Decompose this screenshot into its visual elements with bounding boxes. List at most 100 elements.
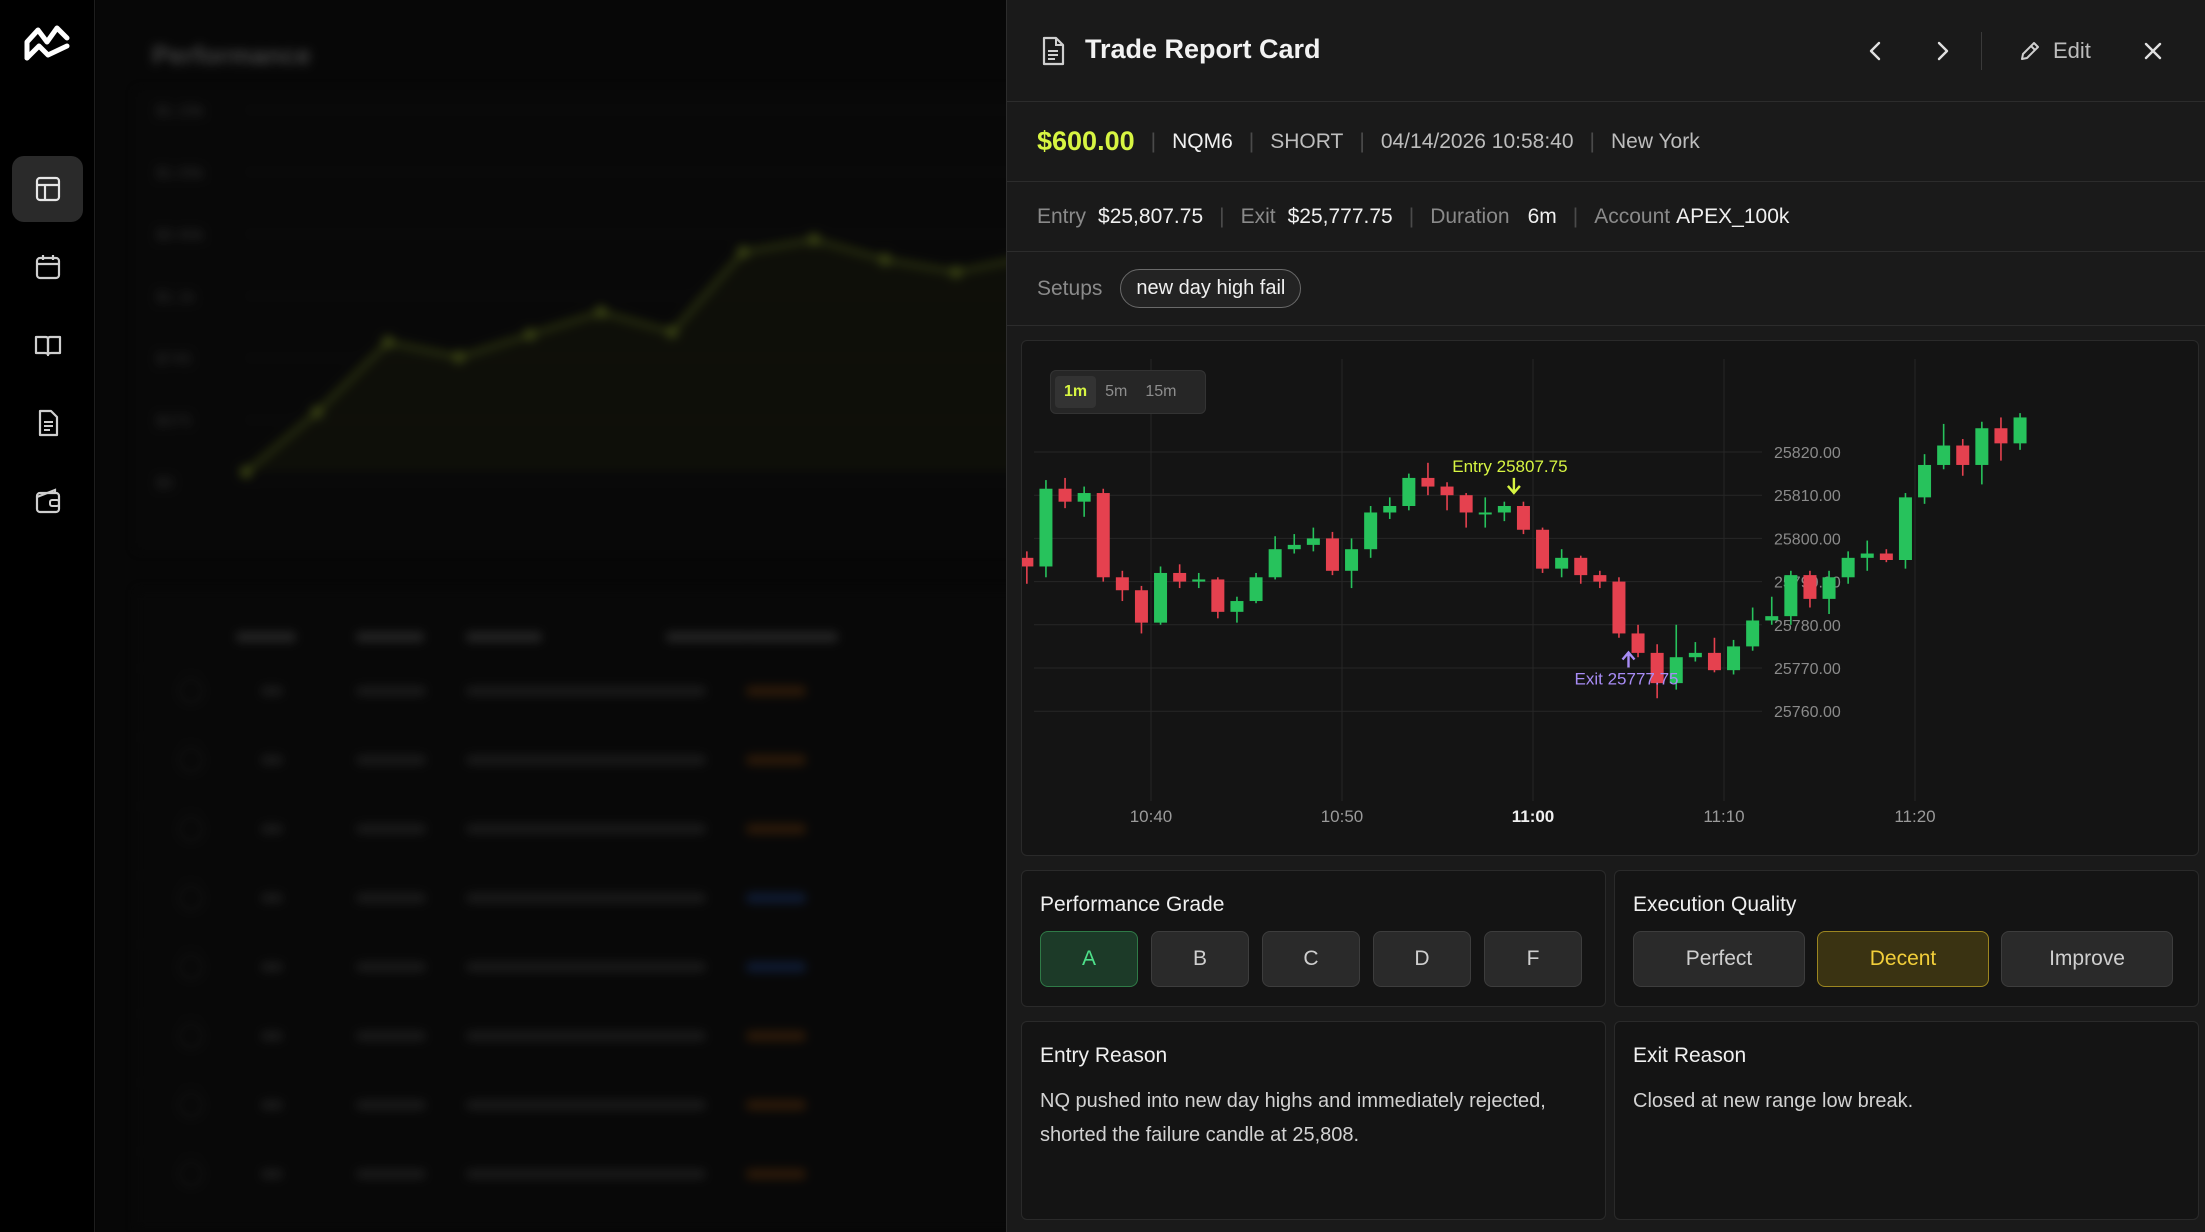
candle-body: [1497, 506, 1511, 513]
grade-d-button[interactable]: D: [1373, 931, 1471, 987]
candle-body: [1707, 652, 1721, 671]
account-label: Account: [1594, 204, 1671, 228]
execution-quality-card: Execution Quality Perfect Decent Improve: [1614, 870, 2199, 1007]
bg-table-cell: [261, 824, 283, 834]
bg-table-cell: [746, 755, 806, 765]
document-icon: [1042, 36, 1065, 66]
candle-body: [1115, 577, 1129, 591]
nav-wallet-button[interactable]: [12, 468, 83, 534]
nav-journal-button[interactable]: [12, 312, 83, 378]
grade-f-button[interactable]: F: [1484, 931, 1582, 987]
candle-body: [1134, 590, 1148, 623]
bg-point: [524, 328, 536, 341]
edit-button[interactable]: Edit: [2017, 30, 2101, 72]
bg-y-label: $1.20k: [156, 103, 205, 120]
entry-reason-card[interactable]: Entry Reason NQ pushed into new day high…: [1021, 1021, 1606, 1220]
bg-table-cell: [356, 1100, 426, 1110]
bg-table-cell: [356, 962, 426, 972]
exit-marker-label: Exit 25777.75: [1575, 670, 1679, 689]
bg-point: [453, 351, 465, 363]
nav-calendar-button[interactable]: [12, 234, 83, 300]
calendar-icon: [35, 255, 60, 280]
bg-header-cell: [356, 632, 424, 642]
exit-reason-card[interactable]: Exit Reason Closed at new range low brea…: [1614, 1021, 2199, 1220]
bg-y-label: $375: [156, 413, 192, 430]
nav-reports-button[interactable]: [12, 390, 83, 456]
close-button[interactable]: [2135, 30, 2171, 72]
quality-improve-button[interactable]: Improve: [2001, 931, 2173, 987]
nav-dashboard-button[interactable]: [12, 156, 83, 222]
candle-body: [1039, 488, 1053, 567]
candle-body: [1841, 557, 1855, 578]
bg-point: [595, 306, 607, 318]
separator: |: [1408, 204, 1415, 228]
candle-body: [1268, 549, 1282, 578]
bg-table-cell: [746, 824, 806, 834]
grade-a-button[interactable]: A: [1040, 931, 1138, 987]
timeframe-1m-button[interactable]: 1m: [1055, 376, 1097, 408]
setup-tag[interactable]: new day high fail: [1120, 269, 1302, 308]
bg-point: [311, 406, 323, 418]
candle-body: [1249, 577, 1263, 602]
timeframe-5m-button[interactable]: 5m: [1105, 383, 1128, 400]
candle-body: [1765, 616, 1779, 621]
x-tick-label: 10:50: [1321, 807, 1364, 826]
candle-body: [1154, 572, 1168, 623]
candle-body: [1784, 575, 1798, 617]
candle-body: [1650, 652, 1664, 684]
bg-table-cell: [261, 893, 283, 903]
bg-table-cell: [356, 755, 426, 765]
bg-row-checkbox: [178, 1092, 204, 1118]
candle-body: [1956, 445, 1970, 465]
previous-trade-button[interactable]: [1858, 30, 1894, 72]
bg-header-cell: [666, 632, 750, 642]
exit-arrow-icon: [1621, 650, 1636, 668]
bg-table-cell: [466, 893, 676, 903]
bg-line: [244, 237, 1006, 474]
entry-marker-label: Entry 25807.75: [1452, 457, 1567, 476]
background-performance-chart: $1.20k $1.05k $0.90k $1.1k $745 $375 $0: [136, 90, 1006, 550]
bg-table-cell: [666, 1031, 706, 1041]
candle-body: [1688, 652, 1702, 658]
bg-table-cell: [261, 1031, 283, 1041]
edit-label: Edit: [2053, 38, 2091, 63]
background-trades-table: [136, 590, 1006, 1230]
candle-body: [1325, 538, 1339, 571]
candle-body: [1746, 620, 1760, 647]
entry-label: Entry: [1037, 204, 1087, 228]
bg-table-cell: [356, 1031, 426, 1041]
exit-reason-title: Exit Reason: [1633, 1044, 1747, 1067]
next-trade-button[interactable]: [1924, 30, 1960, 72]
setups-label: Setups: [1037, 276, 1103, 300]
quality-decent-button[interactable]: Decent: [1817, 931, 1989, 987]
exit-reason-text: Closed at new range low break.: [1633, 1090, 1914, 1112]
timeframe-15m-button[interactable]: 15m: [1145, 383, 1177, 400]
candle-body: [1631, 633, 1645, 653]
y-tick-label: 25820.00: [1774, 445, 1841, 462]
grade-c-button[interactable]: C: [1262, 931, 1360, 987]
execution-quality-title: Execution Quality: [1633, 893, 1797, 916]
modal-overlay[interactable]: [96, 0, 1006, 1232]
trade-report-panel: Trade Report Card Edit $600.00 | NQM6 | …: [1006, 0, 2205, 1232]
bg-table-cell: [746, 1031, 806, 1041]
candle-body: [1612, 581, 1626, 634]
bg-table-cell: [666, 755, 706, 765]
candle-body: [2013, 417, 2027, 444]
quality-perfect-button[interactable]: Perfect: [1633, 931, 1805, 987]
bg-table-cell: [466, 1100, 676, 1110]
separator: |: [1150, 129, 1157, 153]
candle-body: [1306, 538, 1320, 545]
bg-row-checkbox: [178, 1023, 204, 1049]
grade-b-button[interactable]: B: [1151, 931, 1249, 987]
book-icon: [34, 335, 61, 357]
candle-body: [1516, 506, 1530, 530]
panel-title: Trade Report Card: [1085, 34, 1321, 64]
close-icon: [2144, 42, 2162, 60]
bg-point: [950, 266, 962, 278]
performance-grade-card: Performance Grade A B C D F: [1021, 870, 1606, 1007]
bg-point: [382, 336, 394, 348]
bg-row-divider: [136, 737, 1006, 738]
candlestick-chart[interactable]: 25760.0025770.0025780.0025790.0025800.00…: [1022, 341, 2200, 857]
document-icon: [38, 409, 58, 437]
candle-body: [1860, 553, 1874, 558]
